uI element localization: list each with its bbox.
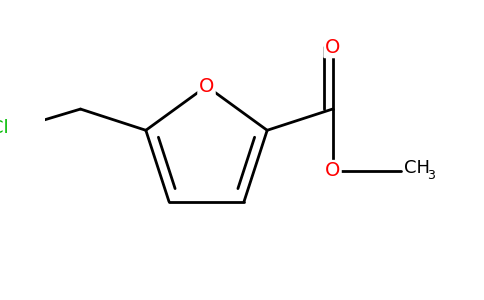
Text: O: O: [325, 38, 340, 57]
Text: O: O: [199, 77, 214, 96]
Text: CH: CH: [404, 159, 430, 177]
Text: Cl: Cl: [0, 119, 8, 137]
Text: 3: 3: [427, 169, 435, 182]
Text: O: O: [325, 161, 340, 180]
